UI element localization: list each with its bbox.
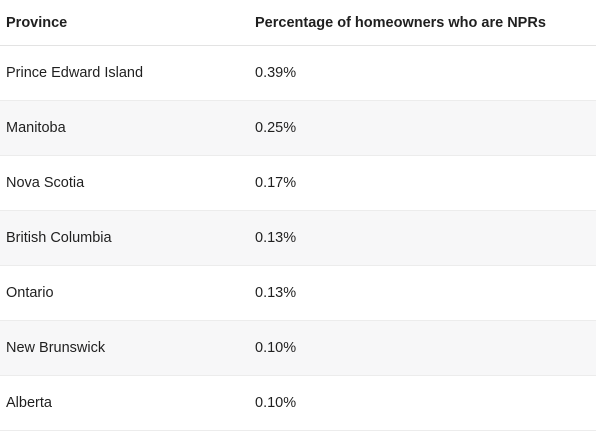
table-row: Prince Edward Island 0.39% xyxy=(0,45,596,101)
table-row: New Brunswick 0.10% xyxy=(0,320,596,376)
percentage-cell: 0.13% xyxy=(249,210,596,266)
province-cell: British Columbia xyxy=(0,210,249,266)
table-row: Nova Scotia 0.17% xyxy=(0,155,596,211)
header-cell: Province xyxy=(0,0,249,46)
percentage-cell: 0.25% xyxy=(249,100,596,156)
province-cell: Prince Edward Island xyxy=(0,45,249,101)
table-row: Ontario 0.13% xyxy=(0,265,596,321)
table-body: Prince Edward Island 0.39% Manitoba 0.25% No… xyxy=(0,45,596,431)
percentage-cell: 0.39% xyxy=(249,45,596,101)
province-cell: Manitoba xyxy=(0,100,249,156)
table-row: Manitoba 0.25% xyxy=(0,100,596,156)
province-cell: Ontario xyxy=(0,265,249,321)
percentage-cell: 0.10% xyxy=(249,320,596,376)
header-cell: Percentage of homeowners who are NPRs xyxy=(249,0,596,46)
province-cell: Alberta xyxy=(0,375,249,431)
table-row: British Columbia 0.13% xyxy=(0,210,596,266)
province-cell: New Brunswick xyxy=(0,320,249,376)
province-cell: Nova Scotia xyxy=(0,155,249,211)
percentage-cell: 0.10% xyxy=(249,375,596,431)
percentage-cell: 0.13% xyxy=(249,265,596,321)
table-row: Alberta 0.10% xyxy=(0,375,596,431)
header-row: Province Percentage of homeowners who ar… xyxy=(0,0,596,46)
table-header: Province Percentage of homeowners who ar… xyxy=(0,0,596,46)
percentage-cell: 0.17% xyxy=(249,155,596,211)
